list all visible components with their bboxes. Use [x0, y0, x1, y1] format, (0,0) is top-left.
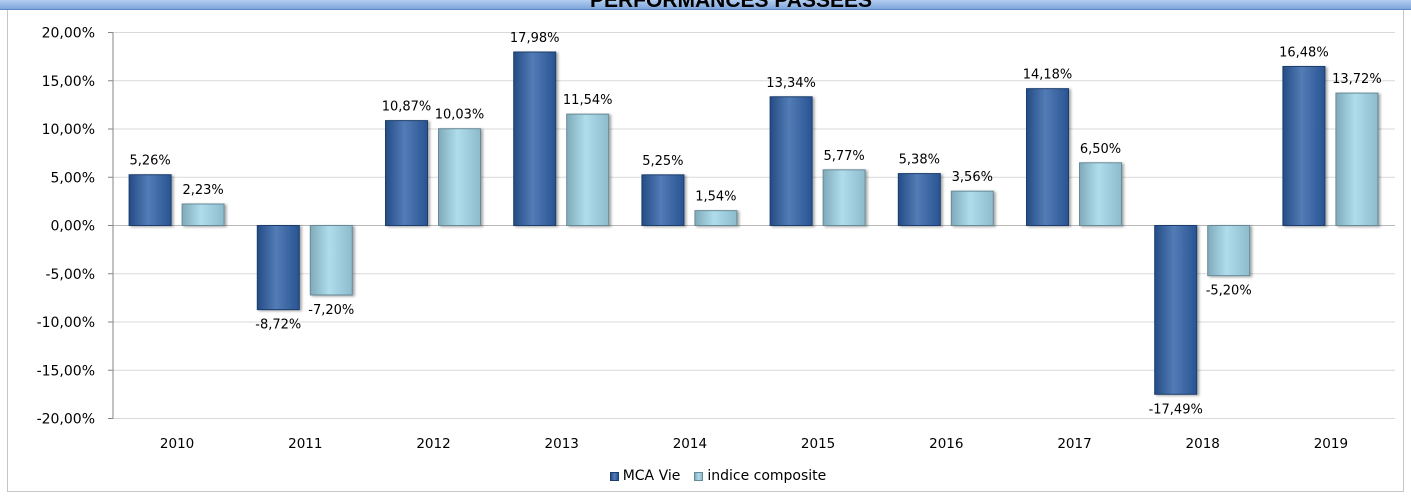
- x-tick-label: 2012: [416, 436, 450, 452]
- legend-label-indice-composite: indice composite: [707, 468, 827, 484]
- y-tick-label: -15,00%: [37, 363, 95, 379]
- legend-swatch-mca-vie: [609, 471, 619, 481]
- bar-mca-vie-2019: [1282, 65, 1326, 226]
- y-tick-label: -10,00%: [37, 315, 95, 331]
- x-tick-label: 2014: [673, 436, 707, 452]
- y-tick-label: 20,00%: [42, 26, 95, 42]
- data-label-indice-composite-2014: 1,54%: [695, 190, 736, 205]
- data-label-mca-vie-2012: 10,87%: [382, 100, 432, 115]
- bar-indice-composite-2019: [1335, 92, 1379, 226]
- chart-frame: [7, 10, 1404, 492]
- x-tick-label: 2017: [1057, 436, 1091, 452]
- title-band: PERFORMANCES PASSEES: [0, 0, 1411, 10]
- x-tick-label: 2015: [801, 436, 835, 452]
- y-tick-label: 10,00%: [42, 122, 95, 138]
- data-label-mca-vie-2019: 16,48%: [1279, 45, 1329, 60]
- data-label-mca-vie-2015: 13,34%: [766, 76, 816, 91]
- x-tick-label: 2018: [1186, 436, 1220, 452]
- bar-mca-vie-2010: [128, 174, 172, 226]
- x-tick-label: 2019: [1314, 436, 1348, 452]
- bar-indice-composite-2018: [1207, 225, 1251, 277]
- data-label-indice-composite-2019: 13,72%: [1332, 72, 1382, 87]
- y-tick-label: 5,00%: [51, 170, 95, 186]
- data-label-indice-composite-2015: 5,77%: [823, 149, 864, 164]
- gridlines: [113, 32, 1395, 419]
- bar-mca-vie-2012: [385, 120, 428, 226]
- y-axis: 20,00% 15,00% 10,00% 5,00% 0,00% -5,00% -10,00…: [37, 26, 114, 428]
- data-labels: 5,26% -8,72% 10,87% 17,98% 5,25% 13,34% 5,38% 1…: [129, 31, 1381, 417]
- data-label-mca-vie-2014: 5,25%: [642, 154, 683, 169]
- legend-item-mca-vie: MCA Vie: [609, 468, 681, 484]
- x-axis: 2010 2011 2012 2013 2014 2015 2016 2017 2018 2019: [160, 436, 1348, 452]
- series-mca-vie: [128, 51, 1326, 395]
- x-tick-label: 2013: [545, 436, 579, 452]
- bar-indice-composite-2017: [1079, 162, 1122, 226]
- y-tick-label: 0,00%: [51, 219, 95, 235]
- data-label-mca-vie-2017: 14,18%: [1023, 68, 1073, 83]
- data-label-mca-vie-2010: 5,26%: [129, 154, 170, 169]
- data-label-indice-composite-2016: 3,56%: [952, 170, 993, 185]
- x-tick-label: 2010: [160, 436, 194, 452]
- bar-indice-composite-2016: [950, 190, 994, 226]
- bar-indice-composite-2015: [822, 169, 866, 227]
- bar-indice-composite-2014: [694, 210, 738, 227]
- bar-mca-vie-2011: [256, 225, 300, 311]
- data-label-indice-composite-2011: -7,20%: [308, 303, 354, 318]
- data-label-indice-composite-2012: 10,03%: [435, 108, 485, 123]
- x-tick-label: 2011: [288, 436, 322, 452]
- legend-label-mca-vie: MCA Vie: [622, 468, 681, 484]
- bar-mca-vie-2017: [1026, 88, 1069, 227]
- data-label-indice-composite-2017: 6,50%: [1080, 142, 1121, 157]
- legend: MCA Vie indice composite: [25, 467, 1411, 485]
- data-label-indice-composite-2013: 11,54%: [563, 93, 613, 108]
- series-indice-composite: [181, 92, 1379, 296]
- bar-mca-vie-2013: [513, 51, 557, 227]
- bar-indice-composite-2012: [438, 128, 481, 226]
- bars: [128, 51, 1379, 395]
- legend-swatch-indice-composite: [694, 471, 704, 481]
- bar-mca-vie-2015: [769, 96, 813, 226]
- data-label-indice-composite-2018: -5,20%: [1206, 284, 1252, 299]
- legend-item-indice-composite: indice composite: [694, 468, 826, 484]
- data-label-mca-vie-2016: 5,38%: [899, 153, 940, 168]
- data-label-mca-vie-2013: 17,98%: [510, 31, 560, 46]
- data-label-indice-composite-2010: 2,23%: [182, 183, 223, 198]
- y-tick-label: -20,00%: [37, 412, 95, 428]
- x-tick-label: 2016: [929, 436, 963, 452]
- bar-mca-vie-2018: [1154, 225, 1198, 395]
- data-label-mca-vie-2018: -17,49%: [1149, 402, 1203, 417]
- data-label-mca-vie-2011: -8,72%: [255, 318, 301, 333]
- chart-title: PERFORMANCES PASSEES: [0, 0, 1411, 9]
- y-tick-label: -5,00%: [45, 267, 95, 283]
- bar-mca-vie-2016: [897, 173, 941, 226]
- y-tick-label: 15,00%: [42, 74, 95, 90]
- bar-indice-composite-2011: [309, 225, 353, 296]
- bar-indice-composite-2010: [181, 203, 225, 226]
- bar-mca-vie-2014: [641, 174, 685, 226]
- bar-indice-composite-2013: [566, 113, 610, 226]
